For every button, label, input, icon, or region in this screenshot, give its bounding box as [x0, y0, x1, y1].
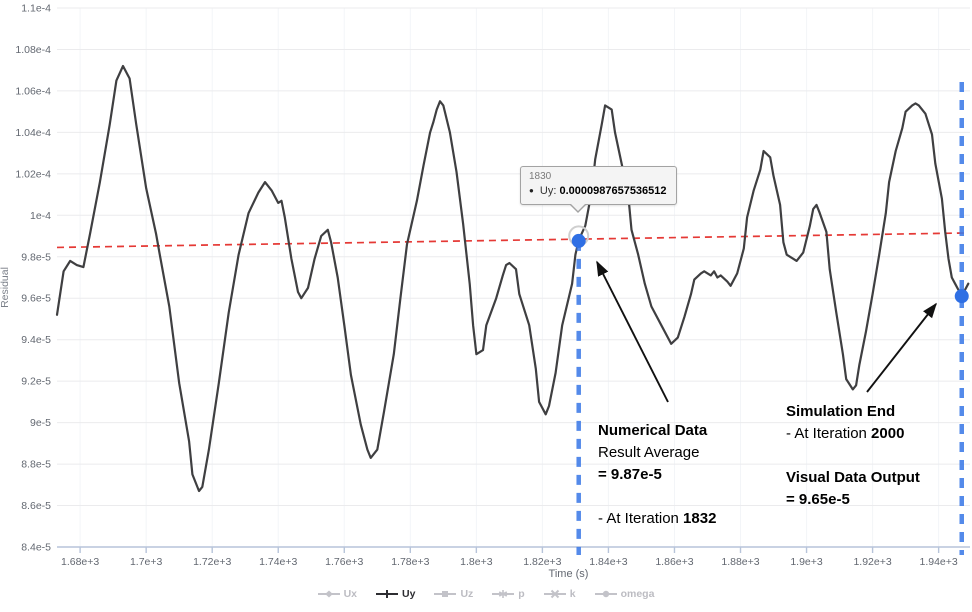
y-tick-label: 1.06e-4	[15, 85, 51, 97]
x-tick-label: 1.88e+3	[721, 556, 759, 568]
simulation-end-annotation: Simulation End - At Iteration 2000 Visual …	[786, 401, 920, 511]
legend-item-label: Uz	[460, 588, 474, 600]
y-tick-label: 9e-5	[30, 417, 51, 429]
x-tick-label: 1.84e+3	[589, 556, 627, 568]
x-tick-label: 1.92e+3	[853, 556, 891, 568]
legend-item-label: Ux	[343, 588, 358, 600]
average-trend-line	[56, 232, 969, 249]
annotation-text: Visual Data Output	[786, 469, 920, 486]
x-tick-label: 1.9e+3	[790, 556, 823, 568]
legend-item-label: p	[518, 588, 525, 600]
x-tick-label: 1.68e+3	[61, 556, 99, 568]
series-bullet-icon: ●	[529, 186, 534, 195]
y-tick-label: 1.02e-4	[15, 168, 51, 180]
y-tick-label: 9.6e-5	[21, 293, 51, 305]
legend-item-uz[interactable]: Uz	[434, 588, 473, 600]
y-tick-label: 1.1e-4	[21, 3, 51, 15]
annotation-text: 2000	[871, 425, 905, 442]
legend: Ux Uy Uz p k omega	[0, 588, 972, 600]
uy-residual-curve[interactable]	[55, 64, 970, 493]
legend-item-label: omega	[620, 588, 655, 600]
annotation-line: - At Iteration 2000	[786, 423, 920, 445]
legend-item-ux[interactable]: Ux	[317, 588, 358, 600]
y-tick-label: 8.6e-5	[21, 500, 51, 512]
y-axis-title: Residual	[0, 267, 11, 308]
simulation-end-point[interactable]	[954, 289, 969, 304]
x-tick-label: 1.76e+3	[325, 556, 363, 568]
legend-cross-marker-icon	[543, 589, 566, 599]
annotation-line: = 9.65e-5	[786, 489, 920, 511]
tooltip-iteration: 1830	[529, 171, 552, 182]
y-tick-label: 9.8e-5	[21, 251, 51, 263]
annotation-text: = 9.65e-5	[786, 491, 850, 508]
y-tick-label: 1.08e-4	[15, 44, 51, 56]
x-tick-label: 1.86e+3	[655, 556, 693, 568]
annotation-text: = 9.87e-5	[598, 466, 662, 483]
annotation-text: Numerical Data	[598, 422, 708, 439]
annotation-line: Simulation End	[786, 401, 920, 423]
legend-diamond-marker-icon	[317, 590, 340, 598]
y-tick-label: 8.8e-5	[21, 459, 51, 471]
legend-item-omega[interactable]: omega	[594, 588, 655, 600]
legend-item-label: Uy	[402, 588, 416, 600]
annotation-line: Visual Data Output	[786, 467, 920, 489]
annotation-text: Result Average	[598, 444, 700, 461]
annotation-text: - At Iteration	[786, 425, 872, 442]
annotation-text: 1832	[683, 510, 717, 527]
x-tick-label: 1.94e+3	[920, 556, 958, 568]
annotation-arrow-2	[866, 302, 937, 393]
x-tick-label: 1.72e+3	[193, 556, 231, 568]
x-tick-label: 1.7e+3	[130, 556, 163, 568]
numerical-data-annotation: Numerical Data Result Average = 9.87e-5 - A…	[598, 420, 716, 530]
x-tick-label: 1.74e+3	[259, 556, 297, 568]
annotation-line: Numerical Data	[598, 420, 716, 442]
legend-item-p[interactable]: p	[492, 588, 525, 600]
x-axis-title: Time (s)	[549, 568, 589, 580]
annotation-line	[786, 445, 920, 467]
legend-item-uy[interactable]: Uy	[376, 588, 415, 600]
chart-tooltip: 1830 ● Uy: 0.0000987657536512	[520, 166, 677, 213]
y-tick-label: 9.2e-5	[21, 376, 51, 388]
y-tick-label: 1.04e-4	[15, 127, 51, 139]
y-tick-label: 9.4e-5	[21, 334, 51, 346]
annotation-text: Simulation End	[786, 403, 896, 420]
legend-item-k[interactable]: k	[543, 588, 576, 600]
legend-star-marker-icon	[492, 590, 515, 598]
annotation-line: Result Average	[598, 442, 716, 464]
annotation-line	[598, 486, 716, 508]
annotation-arrow-1	[596, 260, 669, 403]
x-tick-label: 1.82e+3	[523, 556, 561, 568]
x-tick-label: 1.78e+3	[391, 556, 429, 568]
legend-plus-marker-icon	[376, 590, 399, 598]
numerical-data-point[interactable]	[571, 233, 586, 248]
tooltip-series-label: Uy:	[539, 185, 557, 197]
annotation-line: = 9.87e-5	[598, 464, 716, 486]
tooltip-series-value: 0.0000987657536512	[559, 185, 667, 197]
legend-circle-marker-icon	[594, 590, 617, 598]
tooltip-value-line: ● Uy: 0.0000987657536512	[529, 183, 667, 199]
y-tick-label: 1e-4	[30, 210, 51, 222]
x-tick-label: 1.8e+3	[460, 556, 493, 568]
legend-item-label: k	[569, 588, 576, 600]
annotation-line: - At Iteration 1832	[598, 508, 716, 530]
y-tick-label: 8.4e-5	[21, 542, 51, 554]
legend-square-marker-icon	[434, 591, 457, 597]
annotation-text: - At Iteration	[598, 510, 684, 527]
